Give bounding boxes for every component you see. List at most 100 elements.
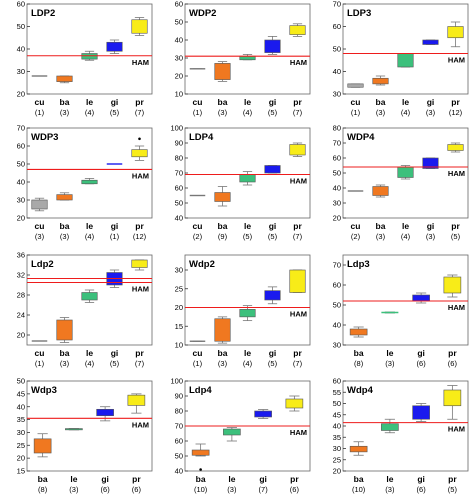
y-tick-label: 30 — [17, 196, 25, 205]
category-label: le — [386, 348, 393, 358]
category-label: ba — [38, 474, 48, 484]
category-label: gi — [111, 348, 119, 358]
box-pr — [443, 274, 462, 298]
panel-frame — [26, 127, 153, 219]
sample-count: (4) — [243, 359, 253, 368]
y-tick-label: 25 — [333, 455, 341, 464]
sample-count: (5) — [268, 232, 278, 241]
box-gi — [106, 39, 123, 54]
box-le — [239, 305, 256, 322]
box-ba — [56, 192, 73, 201]
y-tick-label: 90 — [175, 392, 183, 401]
sample-count: (5) — [243, 232, 253, 241]
y-tick-label: 25 — [175, 284, 183, 293]
sample-count: (8) — [354, 359, 364, 368]
category-label: pr — [293, 97, 302, 107]
y-tick-label: 30 — [333, 444, 341, 453]
category-label: le — [228, 474, 235, 484]
sample-count: (1) — [193, 108, 203, 117]
y-tick-label: 40 — [17, 178, 25, 187]
sample-count: (7) — [135, 359, 145, 368]
y-tick-label: 45 — [17, 389, 25, 398]
sample-count: (3) — [227, 485, 237, 494]
box-body — [56, 75, 73, 82]
box-gi — [264, 286, 281, 305]
y-tick-label: 20 — [175, 72, 183, 81]
sample-count: (5) — [268, 359, 278, 368]
sample-count: (7) — [293, 108, 303, 117]
category-label: gi — [269, 348, 277, 358]
box-pr — [285, 395, 304, 412]
y-tick-label: 25 — [17, 441, 25, 450]
y-tick-label: 60 — [17, 142, 25, 151]
box-ba — [372, 75, 389, 86]
category-label: cu — [35, 97, 45, 107]
box-body — [381, 423, 399, 431]
y-tick-label: 70 — [175, 169, 183, 178]
box-le — [65, 428, 83, 431]
box-body — [397, 53, 414, 68]
sample-count: (5) — [448, 485, 458, 494]
sample-count: (4) — [401, 232, 411, 241]
box-le — [381, 418, 399, 434]
sample-count: (4) — [85, 359, 95, 368]
panel-frame — [184, 3, 311, 95]
panel-frame — [184, 254, 311, 346]
y-tick-label: 60 — [175, 437, 183, 446]
y-tick-label: 60 — [333, 377, 341, 386]
box-pr — [131, 137, 148, 161]
box-body — [254, 410, 272, 418]
box-body — [289, 25, 306, 35]
box-pr — [131, 17, 148, 36]
box-ba — [349, 326, 368, 338]
sample-count: (1) — [351, 108, 361, 117]
y-tick-label: 60 — [333, 154, 341, 163]
category-label: le — [86, 221, 93, 231]
box-ba — [214, 316, 231, 344]
panel-title: WDP2 — [189, 8, 216, 19]
y-tick-label: 70 — [333, 261, 341, 270]
category-label: pr — [448, 474, 457, 484]
category-label: le — [86, 97, 93, 107]
y-tick-label: 30 — [333, 341, 341, 350]
y-tick-label: 30 — [175, 54, 183, 63]
category-label: le — [402, 221, 409, 231]
panel-wdp4: 20 25 30 35 40 45 50 55 60 ba(10) le(3) gi(6) pr(5) H… — [333, 377, 469, 494]
box-body — [239, 174, 256, 183]
category-label: cu — [351, 97, 361, 107]
category-label: pr — [135, 97, 144, 107]
category-label: gi — [101, 474, 109, 484]
box-ba — [372, 184, 389, 198]
ham-label: HAM — [132, 58, 149, 67]
panel-ldp4: 405060708090100cu(2)ba(9)le(5)gi(5)pr(7)… — [170, 124, 311, 241]
y-tick-label: 80 — [333, 124, 341, 133]
category-label: ba — [60, 97, 70, 107]
sample-count: (5) — [110, 359, 120, 368]
y-tick-label: 30 — [175, 266, 183, 275]
box-ba — [349, 441, 368, 456]
sample-count: (6) — [101, 485, 111, 494]
y-tick-label: 36 — [17, 251, 25, 260]
y-tick-label: 40 — [175, 214, 183, 223]
y-tick-label: 20 — [17, 331, 25, 340]
box-body — [264, 165, 281, 174]
box-pr — [447, 21, 464, 48]
y-tick-label: 20 — [17, 454, 25, 463]
box-ba — [214, 61, 231, 82]
sample-count: (6) — [290, 485, 300, 494]
ham-label: HAM — [448, 56, 465, 65]
box-le — [397, 165, 414, 180]
panel-title: LDP3 — [347, 8, 371, 19]
category-label: ba — [376, 221, 386, 231]
sample-count: (3) — [376, 232, 386, 241]
sample-count: (12) — [133, 232, 147, 241]
box-body — [422, 157, 439, 169]
sample-count: (9) — [218, 232, 228, 241]
category-label: ba — [60, 221, 70, 231]
category-label: pr — [451, 221, 460, 231]
box-body — [106, 41, 123, 52]
category-label: gi — [111, 97, 119, 107]
y-tick-label: 50 — [333, 399, 341, 408]
